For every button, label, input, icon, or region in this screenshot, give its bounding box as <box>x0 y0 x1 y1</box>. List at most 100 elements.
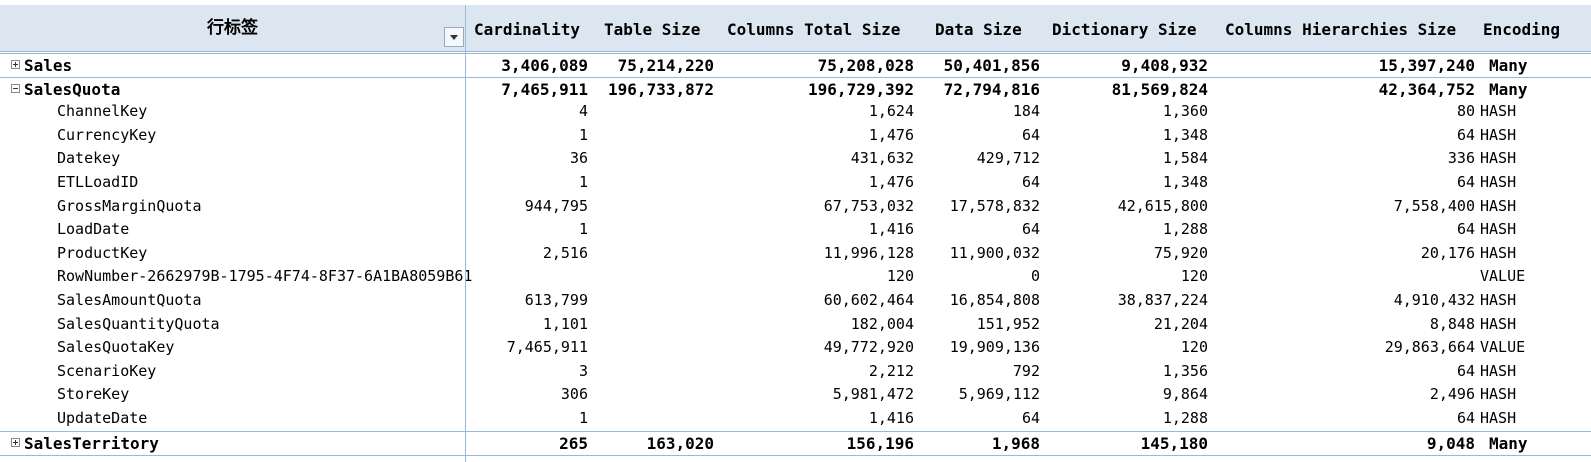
cell-value: 49,772,920 <box>823 338 914 357</box>
column-row[interactable]: CurrencyKey 1 1,476 64 1,348 64 HASH <box>0 124 1591 147</box>
cell-value: 64 <box>1456 220 1475 239</box>
cell-value: 184 <box>1012 102 1040 121</box>
row-label: SalesQuotaKey <box>57 338 175 357</box>
column-row[interactable]: SalesQuotaKey 7,465,911 49,772,920 19,909,1… <box>0 336 1591 359</box>
cell-value: 196,733,872 <box>608 79 714 99</box>
cell-value: 1,968 <box>991 433 1040 453</box>
cell-value: 7,465,911 <box>506 338 588 357</box>
cell-value: 72,794,816 <box>943 79 1040 99</box>
row-label: Datekey <box>57 149 121 168</box>
cell-value: 336 <box>1447 149 1475 168</box>
cell-value <box>590 407 714 430</box>
cell-value: 9,408,932 <box>1121 56 1208 75</box>
column-row[interactable]: ScenarioKey 3 2,212 792 1,356 64 HASH <box>0 360 1591 383</box>
cell-value <box>590 383 714 406</box>
column-row[interactable]: UpdateDate 1 1,416 64 1,288 64 HASH <box>0 407 1591 430</box>
cell-value: 1 <box>578 220 588 239</box>
cell-value: 80 <box>1456 102 1475 121</box>
cell-value <box>590 195 714 218</box>
cell-value: 1 <box>578 173 588 191</box>
cell-value: 1,624 <box>868 102 914 121</box>
row-labels-header: 行标签 <box>207 18 258 38</box>
encoding-value: HASH <box>1480 149 1517 168</box>
cell-value: 429,712 <box>976 149 1040 168</box>
cell-value <box>590 171 714 194</box>
expand-icon[interactable] <box>11 60 20 69</box>
expand-icon[interactable] <box>11 437 20 447</box>
cell-value: 1,476 <box>868 173 914 191</box>
cell-value: 11,996,128 <box>823 243 914 262</box>
column-row[interactable]: StoreKey 306 5,981,472 5,969,112 9,864 2,496 H… <box>0 383 1591 406</box>
cell-value: 265 <box>559 433 588 453</box>
row-label: ChannelKey <box>57 102 148 121</box>
header-row <box>0 5 1591 52</box>
column-header-columns-hierarchies-size[interactable]: Columns Hierarchies Size <box>1225 20 1457 39</box>
table-row[interactable]: SalesTerritory 265 163,020 156,196 1,968 145,… <box>0 430 1591 456</box>
cell-value: 75,214,220 <box>617 56 714 75</box>
cell-value: 0 <box>1030 267 1040 286</box>
encoding-value: HASH <box>1480 409 1517 427</box>
encoding-value: HASH <box>1480 196 1517 215</box>
encoding-value: HASH <box>1480 220 1517 239</box>
column-row[interactable]: GrossMarginQuota 944,795 67,753,032 17,578,… <box>0 195 1591 218</box>
cell-value: 163,020 <box>646 433 714 453</box>
encoding-value: HASH <box>1480 385 1517 404</box>
column-header-table-size[interactable]: Table Size <box>604 20 701 39</box>
cell-value: 151,952 <box>976 314 1040 333</box>
table-row[interactable]: Sales 3,406,089 75,214,220 75,208,028 50,401… <box>0 53 1591 77</box>
column-row[interactable]: LoadDate 1 1,416 64 1,288 64 HASH <box>0 218 1591 241</box>
column-row[interactable]: ProductKey 2,516 11,996,128 11,900,032 75,92… <box>0 242 1591 265</box>
cell-value <box>1210 265 1475 288</box>
collapse-icon[interactable] <box>11 83 20 93</box>
row-label: LoadDate <box>57 220 130 239</box>
table-row[interactable]: SalesQuota 7,465,911 196,733,872 196,729,39… <box>0 76 1591 101</box>
cell-value: 182,004 <box>850 314 914 333</box>
cell-value <box>590 242 714 265</box>
column-row[interactable]: ChannelKey 4 1,624 184 1,360 80 HASH <box>0 100 1591 123</box>
cell-value <box>590 265 714 288</box>
cell-value: 156,196 <box>846 433 914 453</box>
cell-value: 9,864 <box>1162 385 1208 404</box>
cell-value: 1,348 <box>1162 125 1208 144</box>
row-label: CurrencyKey <box>57 125 157 144</box>
row-label: ScenarioKey <box>57 361 157 380</box>
row-label: StoreKey <box>57 385 130 404</box>
column-header-dictionary-size[interactable]: Dictionary Size <box>1052 20 1197 39</box>
cell-value: 1,288 <box>1162 220 1208 239</box>
column-row[interactable]: SalesAmountQuota 613,799 60,602,464 16,854,… <box>0 289 1591 312</box>
cell-value <box>466 265 588 288</box>
encoding-value: Many <box>1489 79 1528 99</box>
cell-value: 120 <box>1180 338 1208 357</box>
cell-value <box>590 218 714 241</box>
row-labels-filter-dropdown-icon[interactable] <box>444 27 464 47</box>
column-header-columns-total-size[interactable]: Columns Total Size <box>727 20 901 39</box>
row-label: UpdateDate <box>57 409 148 427</box>
cell-value: 1,288 <box>1162 409 1208 427</box>
column-row[interactable]: Datekey 36 431,632 429,712 1,584 336 HASH <box>0 147 1591 170</box>
cell-value: 7,465,911 <box>501 79 588 99</box>
cell-value: 3,406,089 <box>501 56 588 75</box>
cell-value: 120 <box>886 267 914 286</box>
cell-value: 21,204 <box>1153 314 1208 333</box>
encoding-value: Many <box>1489 56 1528 75</box>
cell-value: 64 <box>1021 125 1040 144</box>
column-header-cardinality[interactable]: Cardinality <box>474 20 580 39</box>
cell-value: 8,848 <box>1429 314 1475 333</box>
column-header-encoding[interactable]: Encoding <box>1483 20 1561 39</box>
row-label: SalesQuota <box>24 79 121 99</box>
column-row[interactable]: SalesQuantityQuota 1,101 182,004 151,952 21,… <box>0 313 1591 336</box>
cell-value: 2,212 <box>868 361 914 380</box>
cell-value <box>590 289 714 312</box>
column-row[interactable]: ETLLoadID 1 1,476 64 1,348 64 HASH <box>0 171 1591 194</box>
cell-value: 64 <box>1021 409 1040 427</box>
cell-value: 64 <box>1021 220 1040 239</box>
cell-value: 64 <box>1456 361 1475 380</box>
cell-value: 60,602,464 <box>823 291 914 309</box>
encoding-value: Many <box>1489 433 1528 453</box>
encoding-value: HASH <box>1480 173 1517 191</box>
cell-value: 2,496 <box>1429 385 1475 404</box>
cell-value: 64 <box>1021 173 1040 191</box>
column-header-data-size[interactable]: Data Size <box>935 20 1022 39</box>
cell-value: 1,416 <box>868 220 914 239</box>
column-row[interactable]: RowNumber-2662979B-1795-4F74-8F37-6A1BA8… <box>0 265 1591 288</box>
